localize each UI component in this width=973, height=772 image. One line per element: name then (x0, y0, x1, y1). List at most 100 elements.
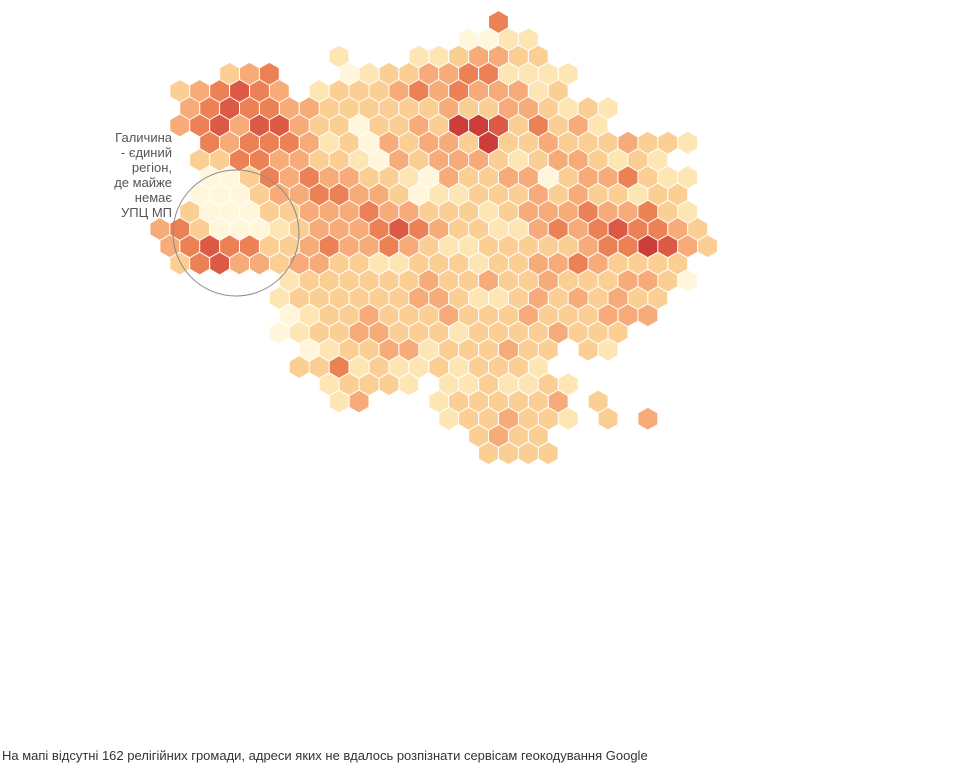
hex-cell (269, 218, 289, 240)
hex-cell (409, 45, 429, 68)
hex-cell (200, 166, 220, 189)
hex-cell (359, 200, 379, 223)
hex-cell (359, 338, 379, 361)
hex-cell (648, 183, 668, 206)
hex-cell (489, 80, 508, 102)
hex-cell (489, 114, 508, 137)
hex-cell (618, 269, 638, 292)
annotation-line: де майже (114, 175, 172, 190)
hex-cell (279, 97, 299, 120)
hex-cell (508, 356, 528, 378)
hex-cell (220, 166, 239, 189)
hex-cell (479, 235, 498, 258)
hex-cell (180, 200, 200, 223)
hex-cell (329, 390, 349, 413)
hex-cell (220, 200, 239, 223)
hex-cell (349, 183, 369, 206)
hex-cell (638, 200, 658, 223)
hex-cell (250, 80, 269, 102)
hexbin-map (150, 11, 717, 465)
hex-cell (499, 338, 518, 361)
hex-cell (389, 356, 409, 378)
hex-cell (588, 149, 608, 171)
hex-cell (548, 80, 568, 102)
hex-cell (269, 80, 289, 102)
annotation-line: УПЦ МП (120, 205, 172, 220)
hex-cell (469, 321, 488, 344)
hex-cell (319, 131, 339, 154)
hex-cell (678, 269, 698, 292)
hex-cell (170, 114, 190, 137)
hex-cell (518, 235, 538, 258)
hex-cell (409, 356, 429, 378)
hex-cell (200, 235, 220, 258)
hex-cell (668, 252, 688, 275)
hex-cell (598, 338, 618, 361)
hex-cell (399, 131, 419, 154)
hex-cell (449, 252, 469, 275)
hex-cell (299, 200, 319, 223)
hex-cell (538, 166, 558, 189)
hex-cell (220, 62, 239, 85)
hex-cell (409, 321, 429, 344)
hex-cell (359, 97, 379, 120)
hex-cell (518, 407, 538, 430)
hex-cell (538, 200, 558, 223)
hex-cell (339, 235, 359, 258)
hex-cell (389, 218, 409, 240)
hex-cell (518, 373, 538, 396)
hex-cell (578, 131, 598, 154)
hex-cell (349, 114, 369, 137)
hex-cell (349, 356, 369, 378)
hex-cell (598, 97, 618, 120)
hex-cell (419, 131, 439, 154)
hex-cell (479, 200, 498, 223)
hex-cell (289, 183, 309, 206)
hex-cell (429, 252, 449, 275)
hex-cell (289, 252, 309, 275)
annotation-line: - єдиний (120, 145, 172, 160)
hex-cell (548, 149, 568, 171)
hex-cell (299, 131, 319, 154)
hex-cell (628, 252, 648, 275)
hex-cell (419, 304, 439, 327)
hex-map-svg (150, 11, 717, 465)
hex-cell (678, 200, 698, 223)
hex-cell (200, 97, 220, 120)
hex-cell (220, 235, 239, 258)
hex-cell (419, 166, 439, 189)
hex-cell (499, 407, 518, 430)
hex-cell (230, 80, 249, 102)
hex-cell (379, 62, 399, 85)
hex-cell (279, 235, 299, 258)
hex-cell (568, 287, 588, 309)
hex-cell (538, 235, 558, 258)
hex-cell (409, 183, 429, 206)
hex-cell (479, 269, 498, 292)
hex-cell (339, 269, 359, 292)
hex-cell (359, 304, 379, 327)
hex-cell (399, 338, 419, 361)
hex-cell (359, 131, 379, 154)
hex-cell (230, 183, 249, 206)
hex-cell (598, 304, 618, 327)
hex-cell (339, 304, 359, 327)
hex-cell (240, 97, 259, 120)
hex-cell (329, 114, 349, 137)
hex-cell (459, 407, 478, 430)
hex-cell (588, 252, 608, 275)
hex-cell (548, 183, 568, 206)
hex-cell (359, 166, 379, 189)
hex-cell (469, 114, 488, 137)
hex-cell (558, 373, 578, 396)
hex-cell (349, 321, 369, 344)
hex-cell (499, 304, 518, 327)
hex-cell (558, 407, 578, 430)
hex-cell (379, 304, 399, 327)
hex-cell (319, 200, 339, 223)
hex-cell (678, 166, 698, 189)
hex-cell (469, 425, 488, 447)
hex-cell (538, 62, 558, 85)
hex-cell (299, 97, 319, 120)
hex-cell (230, 252, 249, 275)
